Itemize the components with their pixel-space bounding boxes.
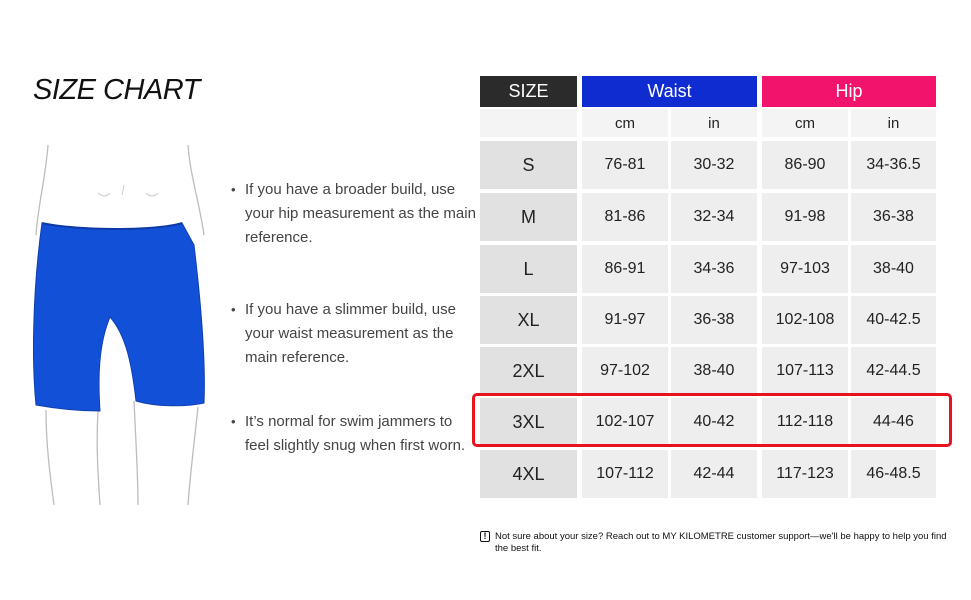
hip-cm-cell: 91-98 <box>762 193 848 241</box>
unit-waist-cm: cm <box>582 109 668 137</box>
waist-in-cell: 42-44 <box>671 450 757 498</box>
tip-item: • If you have a broader build, use your … <box>231 178 476 250</box>
size-cell-highlighted: 3XL <box>480 398 577 446</box>
hip-in-cell: 44-46 <box>851 398 936 446</box>
hip-in-cell: 46-48.5 <box>851 450 936 498</box>
hip-cm-cell: 117-123 <box>762 450 848 498</box>
swim-jammer-illustration <box>33 145 205 505</box>
hip-in-cell: 38-40 <box>851 245 936 293</box>
size-cell: M <box>480 193 577 241</box>
waist-cm-cell: 76-81 <box>582 141 668 189</box>
unit-hip-in: in <box>851 109 936 137</box>
bullet-icon: • <box>231 414 236 429</box>
size-cell: XL <box>480 296 577 344</box>
waist-cm-cell: 86-91 <box>582 245 668 293</box>
waist-in-cell: 30-32 <box>671 141 757 189</box>
header-waist: Waist <box>582 76 757 107</box>
unit-cell-empty <box>480 109 577 137</box>
hip-cm-cell: 112-118 <box>762 398 848 446</box>
waist-cm-cell: 97-102 <box>582 347 668 395</box>
size-cell: L <box>480 245 577 293</box>
exclamation-icon: ! <box>480 531 490 542</box>
page-title: SIZE CHART <box>33 74 200 106</box>
unit-waist-in: in <box>671 109 757 137</box>
size-cell: S <box>480 141 577 189</box>
highlight-box-3xl <box>472 393 952 447</box>
hip-in-cell: 42-44.5 <box>851 347 936 395</box>
hip-cm-cell: 86-90 <box>762 141 848 189</box>
bullet-icon: • <box>231 182 236 197</box>
unit-hip-cm: cm <box>762 109 848 137</box>
waist-cm-cell: 107-112 <box>582 450 668 498</box>
tip-item: • It’s normal for swim jammers to feel s… <box>231 410 476 458</box>
tip-item: • If you have a slimmer build, use your … <box>231 298 476 370</box>
support-note-text: Not sure about your size? Reach out to M… <box>495 531 947 554</box>
waist-in-cell: 32-34 <box>671 193 757 241</box>
header-hip: Hip <box>762 76 936 107</box>
waist-cm-cell: 102-107 <box>582 398 668 446</box>
header-size: SIZE <box>480 76 577 107</box>
bullet-icon: • <box>231 302 236 317</box>
hip-cm-cell: 102-108 <box>762 296 848 344</box>
size-cell: 2XL <box>480 347 577 395</box>
hip-in-cell: 36-38 <box>851 193 936 241</box>
waist-in-cell: 38-40 <box>671 347 757 395</box>
hip-cm-cell: 107-113 <box>762 347 848 395</box>
waist-in-cell: 40-42 <box>671 398 757 446</box>
waist-cm-cell: 91-97 <box>582 296 668 344</box>
waist-cm-cell: 81-86 <box>582 193 668 241</box>
hip-in-cell: 40-42.5 <box>851 296 936 344</box>
hip-cm-cell: 97-103 <box>762 245 848 293</box>
waist-in-cell: 34-36 <box>671 245 757 293</box>
size-cell: 4XL <box>480 450 577 498</box>
waist-in-cell: 36-38 <box>671 296 757 344</box>
support-note: ! Not sure about your size? Reach out to… <box>480 531 950 555</box>
hip-in-cell: 34-36.5 <box>851 141 936 189</box>
